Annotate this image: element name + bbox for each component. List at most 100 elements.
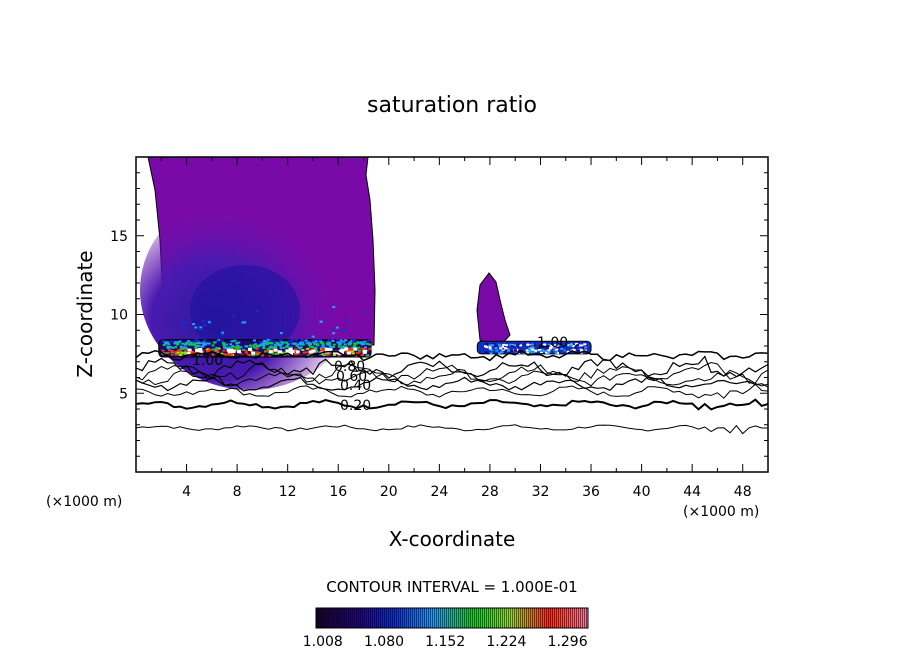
cloud-cell (215, 346, 219, 349)
cloud-cell (312, 341, 316, 344)
cloud-cell (362, 312, 366, 315)
cloud-cell (344, 345, 348, 348)
cloud-cell (211, 344, 215, 347)
cloud-cell (319, 341, 323, 344)
cloud-cell (353, 339, 357, 342)
colorbar (315, 607, 589, 629)
cloud-cell (506, 348, 510, 351)
cloud-cell (325, 343, 329, 346)
cloud-cell (326, 341, 330, 344)
cloud-cell (357, 346, 361, 349)
cloud-cell (547, 351, 551, 354)
cloud-cell (208, 321, 211, 324)
cloud-cell (273, 341, 277, 343)
cloud-cell (283, 351, 287, 354)
y-axis-ticks: 5 10 15 (110, 172, 768, 457)
cloud-cell (344, 339, 348, 342)
cloud-cell (516, 349, 520, 351)
cloud-cell-white (295, 350, 300, 354)
cloud-cell (528, 345, 532, 348)
cloud-cell (528, 344, 532, 347)
cloud-cell (254, 343, 258, 346)
cloud-cell (275, 352, 278, 355)
cloud-cell (256, 309, 260, 312)
cloud-cell (239, 346, 243, 349)
cloud-cell (335, 326, 339, 329)
cloud-cell-white (353, 347, 358, 351)
cloud-cell (484, 351, 488, 354)
cloud-cell (289, 341, 293, 344)
cloud-cell (552, 349, 556, 352)
cloud-cell (353, 342, 357, 345)
contour-label: 1.00 (192, 353, 223, 369)
cloud-cell (526, 343, 530, 346)
cloud-cell (352, 352, 356, 355)
x-tick-label: 32 (532, 484, 550, 500)
cloud-cell-white (311, 349, 316, 353)
cloud-cell (207, 320, 211, 323)
chart-title: saturation ratio (367, 93, 537, 118)
cloud-cell (170, 351, 174, 353)
cloud-cell (537, 347, 541, 350)
cloud-cell (520, 351, 523, 354)
cloud-cell (336, 338, 340, 341)
cloud-cell (583, 343, 587, 346)
cloud-cell (358, 342, 362, 345)
cloud-cell (338, 343, 342, 346)
cloud-cell (340, 346, 344, 349)
cloud-cell (545, 345, 549, 348)
x-tick-label: 8 (233, 484, 242, 500)
cloud-cell (553, 344, 557, 347)
cloud-cell (545, 348, 549, 351)
cloud-cell (181, 342, 185, 345)
cloud-cell (505, 344, 508, 347)
cloud-cell (252, 354, 256, 357)
colorbar-label: 1.224 (486, 634, 526, 650)
cloud-cell (566, 350, 570, 353)
cloud-cell (264, 350, 268, 353)
cloud-cell (183, 352, 187, 355)
cloud-cell (540, 350, 544, 352)
cloud-cell (229, 354, 233, 357)
cloud-cell (170, 353, 174, 356)
cloud-cell (202, 341, 206, 344)
cloud-cell (171, 346, 175, 349)
x-tick-label: 44 (683, 484, 701, 500)
cloud-cell (217, 339, 221, 342)
cloud-cell (540, 345, 544, 348)
cloud-cell-white (273, 348, 278, 352)
cloud-cell (282, 346, 286, 349)
cloud-cell (331, 339, 335, 342)
cloud-cell (296, 343, 300, 346)
cloud-cell (275, 342, 279, 345)
cloud-cell (354, 342, 358, 345)
x-unit-left: (×1000 m) (46, 494, 122, 510)
cloud-cell (344, 329, 348, 332)
cloud-cell-white (187, 348, 192, 352)
cloud-cell (192, 340, 196, 343)
cloud-cell (179, 345, 183, 348)
cloud-cell-white (290, 350, 295, 353)
cloud-cell (557, 343, 561, 346)
contour-line-1.00 (136, 349, 768, 362)
left-plume-inner (190, 265, 300, 355)
cloud-cell (287, 339, 291, 342)
cloud-cell (313, 339, 317, 342)
cloud-cell (231, 353, 235, 356)
cloud-cell (230, 352, 234, 355)
cloud-cell (250, 354, 253, 357)
cloud-cell-white (226, 348, 231, 352)
cloud-cell (293, 352, 297, 355)
cloud-cell (180, 323, 184, 325)
cloud-cell-white (328, 348, 333, 352)
cloud-cell (362, 343, 366, 345)
cloud-cell (174, 350, 178, 353)
cloud-cell (360, 354, 364, 356)
y-tick-label: 10 (110, 308, 128, 324)
cloud-cell (191, 351, 195, 354)
cloud-cell (205, 348, 209, 351)
cloud-cell (332, 343, 336, 346)
cloud-cell (211, 353, 215, 356)
cloud-cell (368, 347, 372, 350)
cloud-cell (185, 342, 189, 345)
